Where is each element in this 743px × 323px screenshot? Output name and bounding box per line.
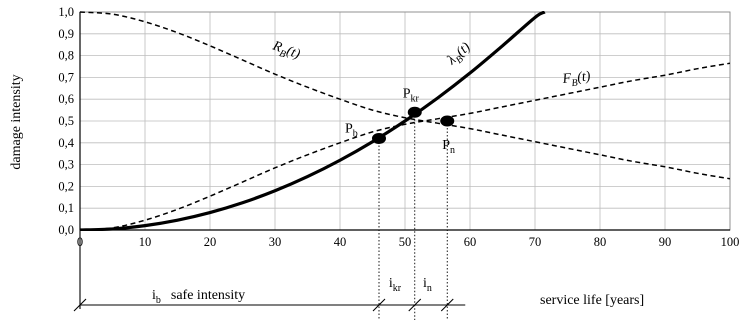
series-label: FB(t) (561, 69, 592, 90)
point-label: Pn (442, 138, 455, 156)
y-axis-label: damage intensity (9, 74, 24, 169)
interval-dimension-lines: ib safe intensity ikr in (73, 230, 466, 312)
point-label: Pb (345, 121, 358, 139)
point-label: Pkr (403, 86, 420, 104)
series-label: RB(t) (269, 38, 303, 65)
series-line-λ (80, 11, 546, 231)
interval-label: ib safe intensity (152, 288, 245, 306)
chart-series: RB(t)FB(t)λB(t) (80, 11, 730, 231)
chart-points: Pb Pkr Pn (345, 86, 455, 156)
y-tick-label: 0,9 (58, 27, 74, 41)
x-tick-label: 20 (204, 235, 217, 249)
point-marker (407, 106, 422, 118)
x-tick-label: 50 (399, 235, 412, 249)
y-tick-label: 0,2 (58, 179, 74, 193)
x-tick-label: 70 (529, 235, 542, 249)
x-tick-label: 100 (721, 235, 740, 249)
y-tick-label: 1,0 (58, 5, 74, 19)
interval-tick-mark (372, 298, 386, 312)
x-tick-label: 40 (334, 235, 347, 249)
x-tick-label: 30 (269, 235, 282, 249)
y-tick-label: 0,5 (58, 114, 74, 128)
y-tick-label: 0,3 (58, 158, 74, 172)
y-tick-label: 0,7 (58, 70, 74, 84)
point-marker (372, 132, 386, 144)
x-axis-label: service life [years] (540, 293, 644, 308)
chart-axes (79, 11, 731, 231)
y-tick-label: 0,4 (58, 136, 74, 150)
interval-tick-mark (440, 298, 454, 312)
x-tick-label: 60 (464, 235, 477, 249)
x-tick-label: 10 (139, 235, 152, 249)
y-tick-label: 0,6 (58, 92, 74, 106)
point-marker (440, 115, 455, 127)
series-line-r (80, 11, 730, 180)
y-tick-label: 0,1 (58, 201, 74, 215)
point-drop-lines (378, 112, 448, 320)
x-tick-label: 90 (659, 235, 672, 249)
interval-tick-mark (408, 298, 422, 312)
x-tick-label: 80 (594, 235, 607, 249)
interval-label: in (423, 276, 432, 294)
y-tick-labels: 0,0 0,1 0,2 0,3 0,4 0,5 0,6 0,7 0,8 0,9 1,0 (58, 5, 74, 237)
y-tick-label: 0,8 (58, 49, 74, 63)
interval-label: ikr (389, 276, 402, 294)
series-line-f (80, 62, 730, 231)
y-tick-label: 0,0 (58, 223, 74, 237)
